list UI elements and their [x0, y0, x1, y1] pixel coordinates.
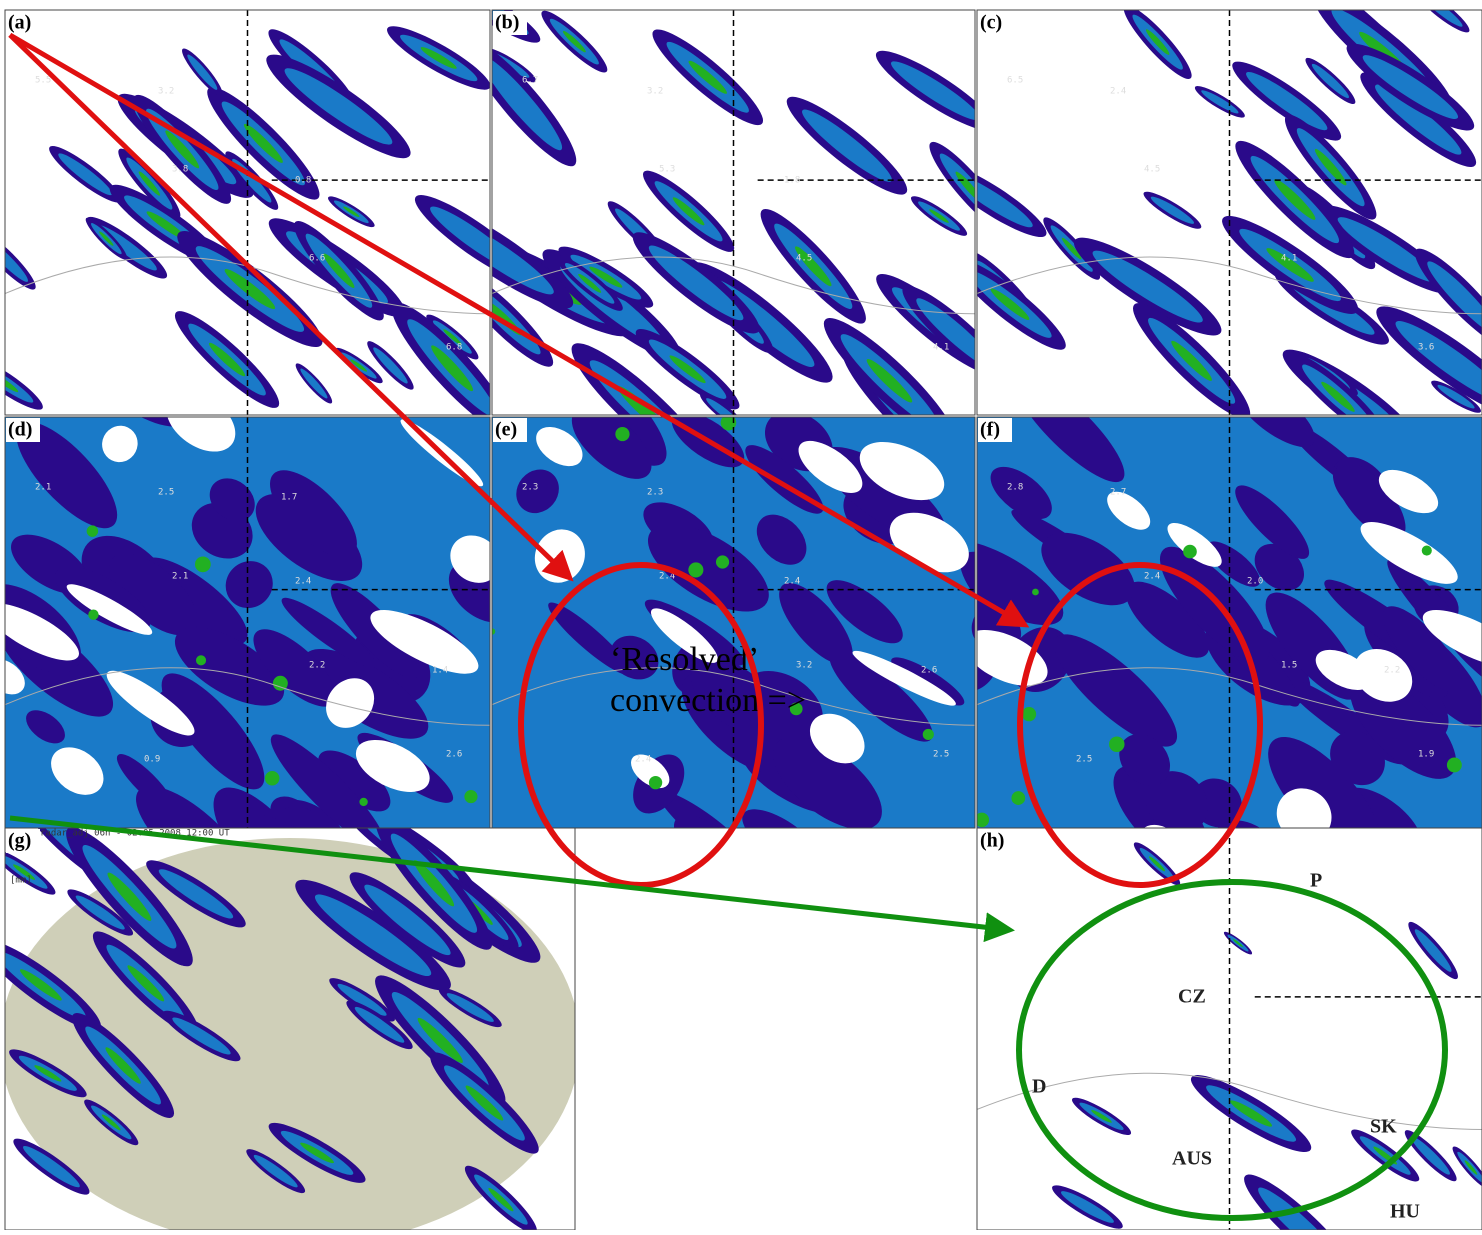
precip-high [359, 798, 367, 806]
map-panel: 6.5 4.5 4.1 3.6 2.4 (c) [930, 0, 1482, 456]
contour-label: 0.8 [295, 176, 311, 186]
panel-label: (e) [495, 419, 517, 441]
contour-label: 4.5 [796, 254, 812, 264]
contour-label: 2.8 [1007, 483, 1023, 493]
precip-high [196, 655, 206, 665]
precip-high [1011, 791, 1025, 805]
precip-high [265, 771, 280, 786]
contour-label: 2.1 [35, 483, 51, 493]
precip-high [716, 555, 729, 568]
precip-high [1022, 707, 1036, 721]
contour-label: 3.6 [1418, 343, 1434, 353]
contour-label: 1.5 [1281, 661, 1297, 671]
map-panel: (g) [0, 788, 580, 1230]
precip-high [1422, 545, 1432, 555]
contour-label: 2.0 [1247, 577, 1263, 587]
contour-label: 4.5 [1144, 165, 1160, 175]
figure: 5.5 3.8 6.6 6.8 3.2 0.8 (a) 6.7 5.3 4.5 4.1 3.2 1.8 (… [0, 0, 1482, 1230]
panel-label: (h) [980, 830, 1004, 852]
contour-label: 2.5 [158, 488, 174, 498]
contour-label: 6.6 [309, 254, 325, 264]
precip-high [87, 525, 98, 536]
annotation-line: convection => [610, 682, 806, 719]
precip-high [1109, 736, 1124, 751]
precip-low [762, 843, 863, 931]
radar-unit: [mm] [10, 876, 32, 886]
country-label: AUS [1172, 1148, 1212, 1170]
contour-label: 2.5 [933, 750, 949, 760]
contour-label: 6.5 [1007, 76, 1023, 86]
contour-label: 5.5 [35, 76, 51, 86]
precip-high [464, 790, 477, 803]
country-label: CZ [1178, 986, 1206, 1008]
panel-label: (d) [8, 419, 32, 441]
contour-label: 2.4 [295, 577, 311, 587]
contour-label: 1.7 [281, 493, 297, 503]
panel-label: (f) [980, 419, 1000, 441]
contour-label: 6.8 [446, 343, 462, 353]
annotation-line: ‘Resolved’ [610, 641, 759, 678]
contour-label: 0.9 [144, 755, 160, 765]
map-panel: (h) [977, 828, 1482, 1230]
contour-label: 2.5 [1076, 755, 1092, 765]
contour-label: 3.2 [796, 661, 812, 671]
contour-label: 3.2 [647, 87, 663, 97]
precip-high [88, 609, 98, 619]
precip-high [1447, 758, 1462, 773]
contour-label: 2.3 [522, 483, 538, 493]
country-label: HU [1390, 1201, 1420, 1223]
country-label: D [1032, 1076, 1046, 1098]
contour-label: 2.1 [172, 572, 188, 582]
panel-label: (a) [8, 12, 31, 34]
contour-label: 1.9 [1418, 750, 1434, 760]
contour-label: 4.1 [933, 343, 949, 353]
precip-high [649, 776, 662, 789]
precip-high [923, 729, 934, 740]
panel-label: (g) [8, 830, 31, 852]
contour-label: 2.4 [1144, 572, 1160, 582]
contour-label: 2.7 [1110, 488, 1126, 498]
panel-label: (c) [980, 12, 1002, 34]
contour-label: 2.4 [1110, 87, 1126, 97]
contour-label: 2.4 [784, 577, 800, 587]
contour-label: 2.3 [647, 488, 663, 498]
precip-high [195, 556, 211, 572]
country-label: SK [1370, 1116, 1397, 1138]
contour-label: 3.8 [172, 165, 188, 175]
contour-label: 2.6 [921, 666, 937, 676]
precip-high [1032, 589, 1039, 596]
contour-label: 4.1 [1281, 254, 1297, 264]
contour-label: 2.4 [635, 755, 651, 765]
country-label: P [1310, 870, 1322, 892]
contour-label: 1.4 [432, 666, 448, 676]
contour-label: 2.2 [309, 661, 325, 671]
contour-label: 6.7 [522, 76, 538, 86]
contour-label: 5.3 [659, 165, 675, 175]
no-precip [734, 829, 838, 898]
contour-label: 1.8 [784, 176, 800, 186]
precip-high [688, 562, 703, 577]
contour-label: 3.2 [158, 87, 174, 97]
contour-label: 2.6 [446, 750, 462, 760]
precip-high [615, 427, 629, 441]
precip-high [1183, 545, 1197, 559]
contour-label: 2.2 [1384, 666, 1400, 676]
panel-label: (b) [495, 12, 519, 34]
